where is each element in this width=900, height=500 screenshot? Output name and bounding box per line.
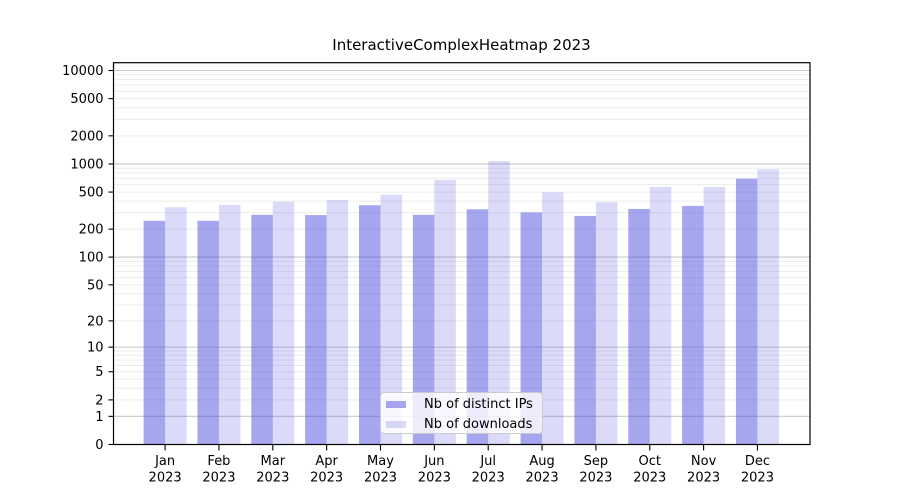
bar-distinct-ips-oct xyxy=(628,208,650,445)
legend-swatch-ips-icon xyxy=(386,400,406,408)
axes-spines xyxy=(112,62,811,446)
x-tick-label-month-oct: Oct xyxy=(639,454,661,469)
x-tick-label-month-nov: Nov xyxy=(691,454,717,469)
x-tick-label-year-apr: 2023 xyxy=(310,471,343,486)
x-tick-label-month-jan: Jan xyxy=(154,454,175,469)
legend-swatch-downloads-icon xyxy=(386,420,406,428)
y-tick-label-200: 200 xyxy=(79,223,104,238)
x-tick-label-month-aug: Aug xyxy=(529,454,554,469)
bar-downloads-dec xyxy=(757,169,779,445)
y-tick-label-10000: 10000 xyxy=(62,64,103,79)
bar-distinct-ips-apr xyxy=(305,215,327,445)
y-tick-label-50: 50 xyxy=(87,278,104,293)
x-tick-label-year-aug: 2023 xyxy=(526,471,559,486)
x-tick-label-month-mar: Mar xyxy=(261,454,286,469)
x-tick-label-month-sep: Sep xyxy=(584,454,609,469)
legend-label-distinct-ips: Nb of distinct IPs xyxy=(424,396,533,412)
x-tick-label-year-jun: 2023 xyxy=(418,471,451,486)
bar-downloads-jul xyxy=(488,161,510,445)
chart-title: InteractiveComplexHeatmap 2023 xyxy=(332,36,591,54)
x-tick-label-month-jun: Jun xyxy=(423,454,444,469)
x-tick-label-year-jul: 2023 xyxy=(472,471,505,486)
y-tick-label-2000: 2000 xyxy=(70,129,103,144)
bar-distinct-ips-jul xyxy=(466,209,489,445)
y-tick-label-0: 0 xyxy=(95,438,103,453)
x-tick-label-month-may: May xyxy=(367,454,394,469)
y-tick-label-10: 10 xyxy=(87,341,104,356)
bar-distinct-ips-feb xyxy=(197,220,219,445)
x-tick-label-month-feb: Feb xyxy=(207,454,230,469)
bar-distinct-ips-sep xyxy=(574,215,596,445)
y-tick-label-500: 500 xyxy=(79,186,104,201)
bar-downloads-mar xyxy=(272,201,295,445)
legend-item-distinct-ips: Nb of distinct IPs xyxy=(386,394,533,414)
y-tick-label-1: 1 xyxy=(95,410,103,425)
x-tick-label-year-jan: 2023 xyxy=(149,471,182,486)
x-tick-label-year-dec: 2023 xyxy=(741,471,774,486)
x-tick-label-month-apr: Apr xyxy=(315,454,338,469)
y-tick-label-1000: 1000 xyxy=(70,157,103,172)
bar-distinct-ips-may xyxy=(359,205,381,445)
x-tick-label-year-oct: 2023 xyxy=(633,471,666,486)
bar-downloads-nov xyxy=(703,187,726,445)
y-tick-label-5000: 5000 xyxy=(70,92,103,107)
bar-distinct-ips-dec xyxy=(735,178,758,445)
legend-label-downloads: Nb of downloads xyxy=(424,416,533,432)
x-tick-label-month-dec: Dec xyxy=(745,454,770,469)
bar-downloads-may xyxy=(380,194,402,445)
x-tick-label-year-mar: 2023 xyxy=(256,471,289,486)
bar-downloads-apr xyxy=(326,200,349,445)
x-tick-label-year-sep: 2023 xyxy=(579,471,612,486)
bar-distinct-ips-mar xyxy=(251,214,273,445)
x-tick-label-year-feb: 2023 xyxy=(202,471,235,486)
x-tick-label-year-may: 2023 xyxy=(364,471,397,486)
x-tick-label-year-nov: 2023 xyxy=(687,471,720,486)
bar-downloads-aug xyxy=(542,192,564,445)
y-tick-label-2: 2 xyxy=(95,393,103,408)
y-tick-label-5: 5 xyxy=(95,365,103,380)
bar-distinct-ips-jan xyxy=(143,220,166,445)
legend-item-downloads: Nb of downloads xyxy=(386,414,532,434)
y-tick-label-20: 20 xyxy=(87,314,104,329)
y-tick-label-100: 100 xyxy=(79,251,104,266)
bar-distinct-ips-aug xyxy=(520,212,543,445)
bar-downloads-jun xyxy=(434,179,456,445)
bar-downloads-feb xyxy=(218,204,241,445)
legend: Nb of distinct IPs Nb of downloads xyxy=(380,392,543,434)
bar-distinct-ips-nov xyxy=(682,205,704,445)
bar-distinct-ips-jun xyxy=(412,214,435,445)
bar-downloads-oct xyxy=(649,186,672,445)
bar-downloads-sep xyxy=(595,202,618,445)
x-tick-label-month-jul: Jul xyxy=(479,454,496,469)
bar-downloads-jan xyxy=(165,207,187,445)
